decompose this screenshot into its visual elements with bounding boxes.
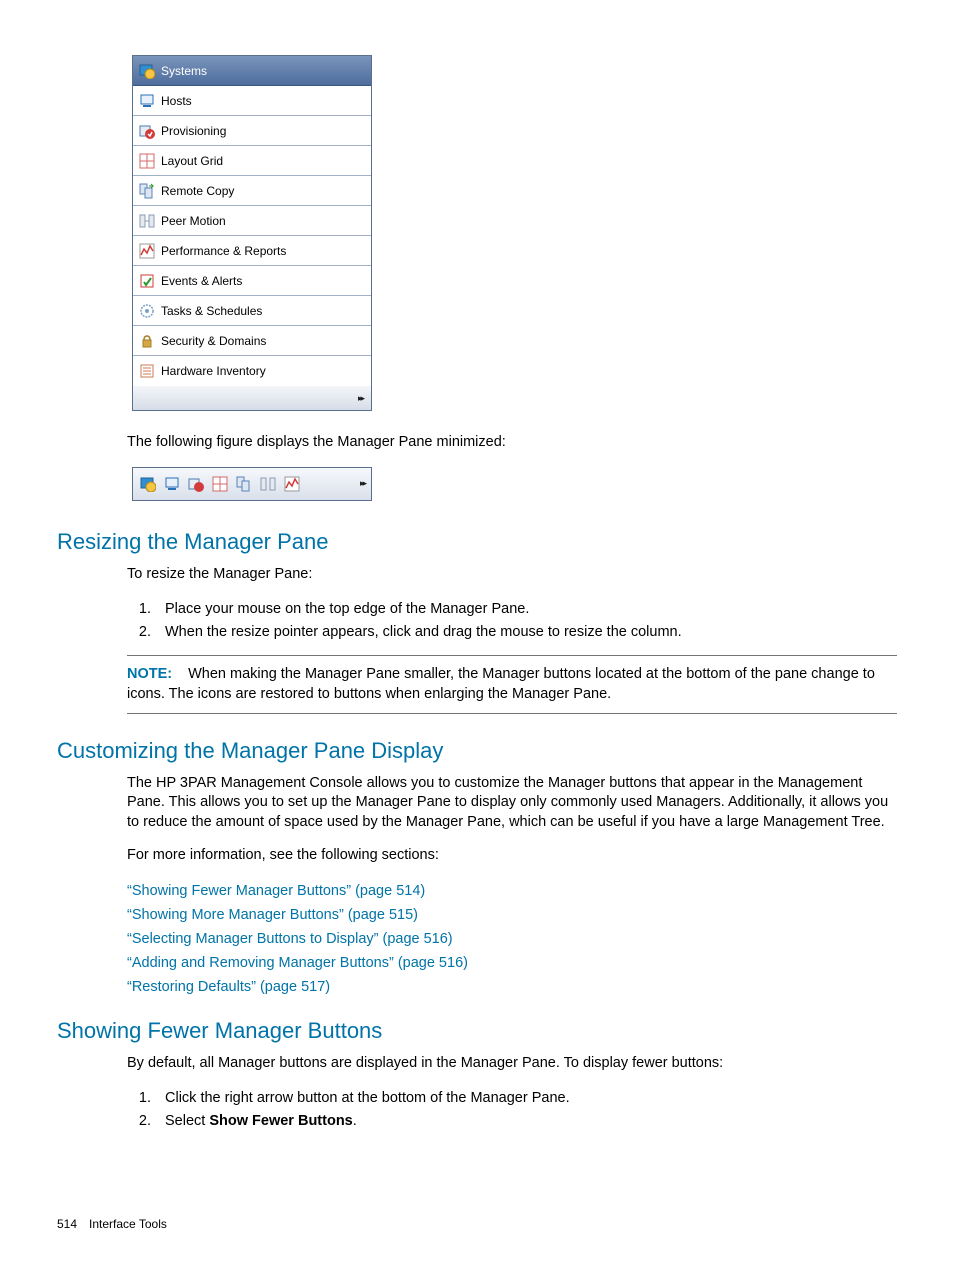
sidebar-item-remote-copy[interactable]: Remote Copy — [133, 176, 371, 206]
xref-link[interactable]: “Showing More Manager Buttons” (page 515… — [127, 904, 897, 928]
sidebar-item-label: Events & Alerts — [161, 274, 242, 288]
performance-icon[interactable] — [283, 475, 301, 493]
provisioning-icon[interactable] — [187, 475, 205, 493]
sidebar-item-label: Hosts — [161, 94, 192, 108]
provisioning-icon — [139, 123, 155, 139]
sidebar-item-label: Hardware Inventory — [161, 364, 266, 378]
pane-footer: ▸▸ — [133, 386, 371, 410]
caption-text: The following figure displays the Manage… — [127, 433, 897, 453]
section-heading-fewer: Showing Fewer Manager Buttons — [57, 1018, 897, 1044]
systems-icon[interactable] — [139, 475, 157, 493]
events-alerts-icon — [139, 273, 155, 289]
layout-grid-icon — [139, 153, 155, 169]
sidebar-item-label: Layout Grid — [161, 154, 223, 168]
peer-motion-icon — [139, 213, 155, 229]
resizing-intro: To resize the Manager Pane: — [127, 565, 897, 585]
section-heading-customizing: Customizing the Manager Pane Display — [57, 738, 897, 764]
link-list: “Showing Fewer Manager Buttons” (page 51… — [127, 880, 897, 1000]
note-block: NOTE:When making the Manager Pane smalle… — [127, 655, 897, 714]
sidebar-item-label: Performance & Reports — [161, 244, 286, 258]
page-label: Interface Tools — [89, 1217, 167, 1231]
resizing-steps: Place your mouse on the top edge of the … — [127, 598, 897, 643]
note-label: NOTE: — [127, 666, 172, 682]
list-item: Select Show Fewer Buttons. — [155, 1110, 897, 1132]
sidebar-item-label: Peer Motion — [161, 214, 226, 228]
list-item: Place your mouse on the top edge of the … — [155, 598, 897, 620]
page-footer: 514 Interface Tools — [57, 1217, 167, 1231]
systems-icon — [139, 63, 155, 79]
remote-copy-icon[interactable] — [235, 475, 253, 493]
sidebar-item-layout-grid[interactable]: Layout Grid — [133, 146, 371, 176]
sidebar-item-hosts[interactable]: Hosts — [133, 86, 371, 116]
sidebar-item-tasks-schedules[interactable]: Tasks & Schedules — [133, 296, 371, 326]
fewer-steps: Click the right arrow button at the bott… — [127, 1087, 897, 1132]
peer-motion-icon[interactable] — [259, 475, 277, 493]
sidebar-item-label: Security & Domains — [161, 334, 266, 348]
sidebar-item-label: Remote Copy — [161, 184, 234, 198]
xref-link[interactable]: “Selecting Manager Buttons to Display” (… — [127, 928, 897, 952]
bold-phrase: Show Fewer Buttons — [209, 1113, 352, 1129]
list-item: Click the right arrow button at the bott… — [155, 1087, 897, 1109]
customizing-para: The HP 3PAR Management Console allows yo… — [127, 774, 897, 833]
manager-pane: Systems Hosts Provisioning Layout Grid — [132, 55, 372, 411]
sidebar-item-hardware-inventory[interactable]: Hardware Inventory — [133, 356, 371, 386]
section-heading-resizing: Resizing the Manager Pane — [57, 529, 897, 555]
expand-button[interactable]: ▸▸ — [360, 478, 365, 489]
xref-link[interactable]: “Adding and Removing Manager Buttons” (p… — [127, 952, 897, 976]
sidebar-item-provisioning[interactable]: Provisioning — [133, 116, 371, 146]
hardware-inventory-icon — [139, 363, 155, 379]
sidebar-item-performance[interactable]: Performance & Reports — [133, 236, 371, 266]
layout-grid-icon[interactable] — [211, 475, 229, 493]
note-text: When making the Manager Pane smaller, th… — [127, 666, 875, 702]
sidebar-item-label: Systems — [161, 64, 207, 78]
sidebar-item-peer-motion[interactable]: Peer Motion — [133, 206, 371, 236]
hosts-icon[interactable] — [163, 475, 181, 493]
remote-copy-icon — [139, 183, 155, 199]
sidebar-item-systems[interactable]: Systems — [133, 56, 371, 86]
sidebar-item-security-domains[interactable]: Security & Domains — [133, 326, 371, 356]
xref-link[interactable]: “Showing Fewer Manager Buttons” (page 51… — [127, 880, 897, 904]
expand-button[interactable]: ▸▸ — [358, 393, 363, 404]
sidebar-item-label: Tasks & Schedules — [161, 304, 262, 318]
tasks-schedules-icon — [139, 303, 155, 319]
manager-pane-minimized: ▸▸ — [132, 467, 372, 501]
sidebar-item-label: Provisioning — [161, 124, 226, 138]
list-item: When the resize pointer appears, click a… — [155, 621, 897, 643]
sidebar-item-events-alerts[interactable]: Events & Alerts — [133, 266, 371, 296]
hosts-icon — [139, 93, 155, 109]
page-number: 514 — [57, 1217, 77, 1231]
xref-link[interactable]: “Restoring Defaults” (page 517) — [127, 976, 897, 1000]
security-domains-icon — [139, 333, 155, 349]
more-info-text: For more information, see the following … — [127, 846, 897, 866]
fewer-para: By default, all Manager buttons are disp… — [127, 1054, 897, 1074]
performance-icon — [139, 243, 155, 259]
